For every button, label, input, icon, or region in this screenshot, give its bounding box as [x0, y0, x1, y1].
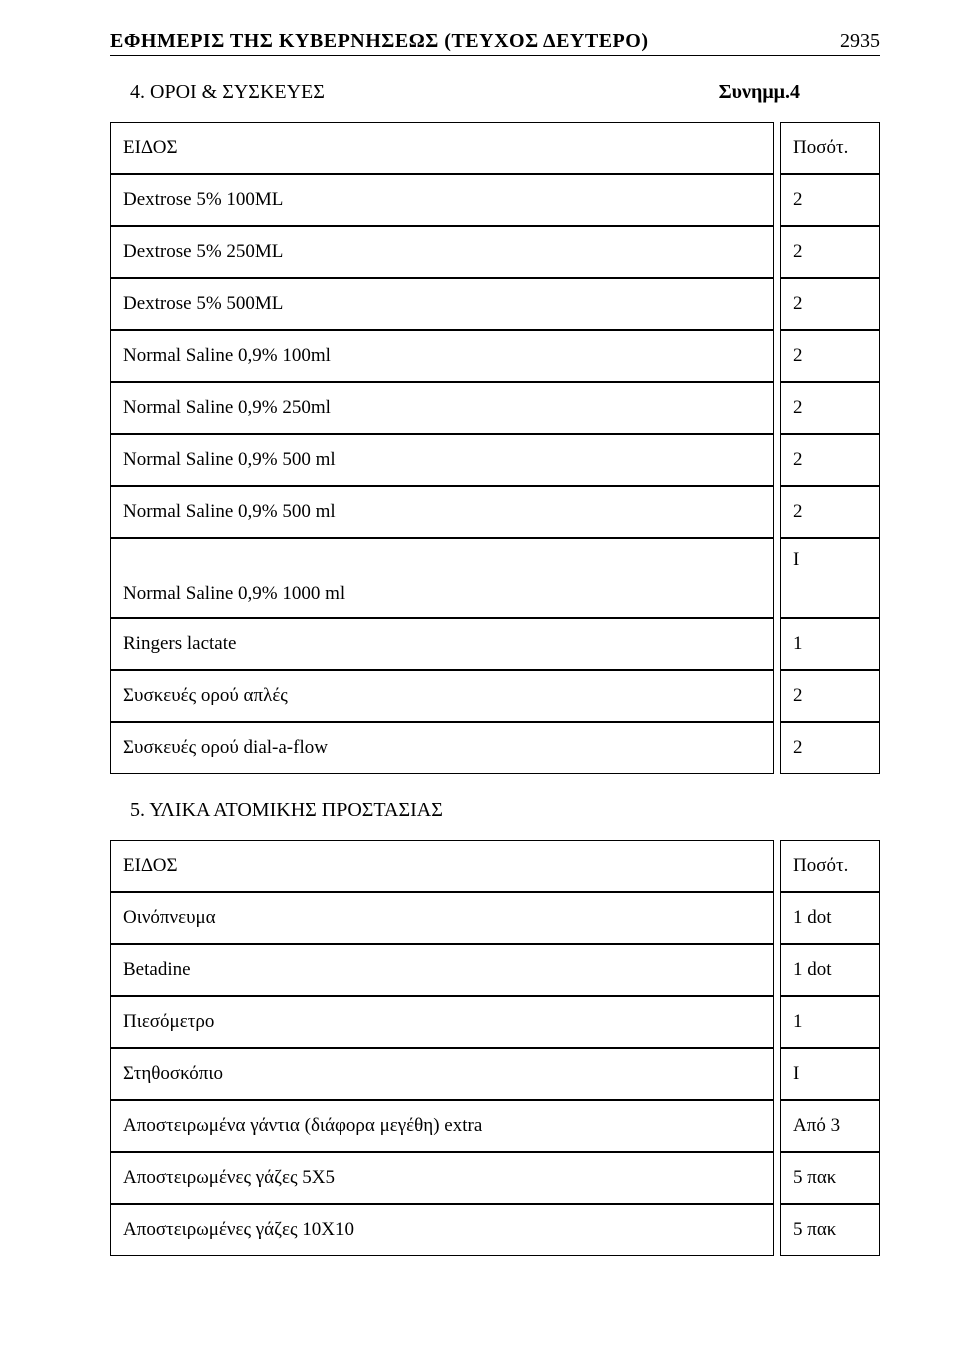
table-cell-right: 2: [780, 722, 880, 774]
table-cell-right: 1 dot: [780, 944, 880, 996]
table-cell-right: 1: [780, 996, 880, 1048]
table-cell-right: 2: [780, 670, 880, 722]
table-header-right: Ποσότ.: [780, 840, 880, 892]
table-header-right: Ποσότ.: [780, 122, 880, 174]
table-cell-left: Normal Saline 0,9% 500 ml: [110, 486, 774, 538]
table-cell-right: Ι: [780, 538, 880, 618]
table-header-row: ΕΙΔΟΣΠοσότ.: [110, 840, 880, 892]
table-row: Normal Saline 0,9% 100ml2: [110, 330, 880, 382]
table-cell-left: Normal Saline 0,9% 500 ml: [110, 434, 774, 486]
section-2-heading: 5. ΥΛΙΚΑ ΑΤΟΜΙΚΗΣ ΠΡΟΣΤΑΣΙΑΣ: [130, 799, 880, 822]
table-cell-left: Συσκευές ορού απλές: [110, 670, 774, 722]
table-cell-left: Αποστειρωμένα γάντια (διάφορα μεγέθη) ex…: [110, 1100, 774, 1152]
annex-label: Συνημμ.4: [719, 81, 870, 104]
table-header-left: ΕΙΔΟΣ: [110, 840, 774, 892]
table-cell-left: Ringers lactate: [110, 618, 774, 670]
table-row: Normal Saline 0,9% 500 ml2: [110, 434, 880, 486]
table-row: Normal Saline 0,9% 500 ml2: [110, 486, 880, 538]
table-row: Αποστειρωμένες γάζες 5Χ55 πακ: [110, 1152, 880, 1204]
table-row: Dextrose 5% 500ML2: [110, 278, 880, 330]
table-cell-left: Betadine: [110, 944, 774, 996]
table-row: Συσκευές ορού απλές2: [110, 670, 880, 722]
table-cell-right: 2: [780, 434, 880, 486]
table-cell-left: Normal Saline 0,9% 100ml: [110, 330, 774, 382]
section-1-heading-row: 4. ΟΡΟΙ & ΣΥΣΚΕΥΕΣ Συνημμ.4: [110, 81, 880, 104]
table-row: Αποστειρωμένες γάζες 10Χ105 πακ: [110, 1204, 880, 1256]
table-row: Normal Saline 0,9% 250ml2: [110, 382, 880, 434]
table-row: Συσκευές ορού dial-a-flow2: [110, 722, 880, 774]
table-header-row: ΕΙΔΟΣΠοσότ.: [110, 122, 880, 174]
table-header-left: ΕΙΔΟΣ: [110, 122, 774, 174]
table-row: Betadine1 dot: [110, 944, 880, 996]
table-row: Dextrose 5% 250ML2: [110, 226, 880, 278]
document-page: ΕΦΗΜΕΡΙΣ ΤΗΣ ΚΥΒΕΡΝΗΣΕΩΣ (ΤΕΥΧΟΣ ΔΕΥΤΕΡΟ…: [0, 0, 960, 1296]
table-row: Αποστειρωμένα γάντια (διάφορα μεγέθη) ex…: [110, 1100, 880, 1152]
table-row: ΣτηθοσκόπιοΙ: [110, 1048, 880, 1100]
table-cell-left: Πιεσόμετρο: [110, 996, 774, 1048]
table-cell-right: Ι: [780, 1048, 880, 1100]
table-cell-left: Συσκευές ορού dial-a-flow: [110, 722, 774, 774]
table-cell-left: Normal Saline 0,9% 1000 ml: [110, 538, 774, 618]
table-cell-right: 5 πακ: [780, 1152, 880, 1204]
table-cell-left: Αποστειρωμένες γάζες 10Χ10: [110, 1204, 774, 1256]
table-cell-right: 2: [780, 174, 880, 226]
table-cell-right: 2: [780, 382, 880, 434]
table-cell-right: 2: [780, 226, 880, 278]
table-cell-left: Dextrose 5% 500ML: [110, 278, 774, 330]
table-cell-left: Στηθοσκόπιο: [110, 1048, 774, 1100]
page-header: ΕΦΗΜΕΡΙΣ ΤΗΣ ΚΥΒΕΡΝΗΣΕΩΣ (ΤΕΥΧΟΣ ΔΕΥΤΕΡΟ…: [110, 30, 880, 56]
table-cell-right: 2: [780, 278, 880, 330]
table-cell-left: Αποστειρωμένες γάζες 5Χ5: [110, 1152, 774, 1204]
table-cell-left: Οινόπνευμα: [110, 892, 774, 944]
table-row: Ringers lactate1: [110, 618, 880, 670]
table-row: Οινόπνευμα1 dot: [110, 892, 880, 944]
header-title: ΕΦΗΜΕΡΙΣ ΤΗΣ ΚΥΒΕΡΝΗΣΕΩΣ (ΤΕΥΧΟΣ ΔΕΥΤΕΡΟ…: [110, 30, 648, 53]
table-cell-right: 5 πακ: [780, 1204, 880, 1256]
table-cell-left: Dextrose 5% 100ML: [110, 174, 774, 226]
table-cell-right: 2: [780, 486, 880, 538]
table-row: Normal Saline 0,9% 1000 mlΙ: [110, 538, 880, 618]
table-row: Dextrose 5% 100ML2: [110, 174, 880, 226]
header-page-number: 2935: [840, 30, 880, 53]
table-2: ΕΙΔΟΣΠοσότ.Οινόπνευμα1 dotBetadine1 dotΠ…: [110, 840, 880, 1256]
table-row: Πιεσόμετρο1: [110, 996, 880, 1048]
section-1-heading: 4. ΟΡΟΙ & ΣΥΣΚΕΥΕΣ: [130, 81, 325, 104]
table-cell-left: Normal Saline 0,9% 250ml: [110, 382, 774, 434]
table-cell-right: 1: [780, 618, 880, 670]
table-cell-left: Dextrose 5% 250ML: [110, 226, 774, 278]
table-cell-right: Από 3: [780, 1100, 880, 1152]
table-cell-right: 1 dot: [780, 892, 880, 944]
table-cell-right: 2: [780, 330, 880, 382]
table-1: ΕΙΔΟΣΠοσότ.Dextrose 5% 100ML2Dextrose 5%…: [110, 122, 880, 774]
